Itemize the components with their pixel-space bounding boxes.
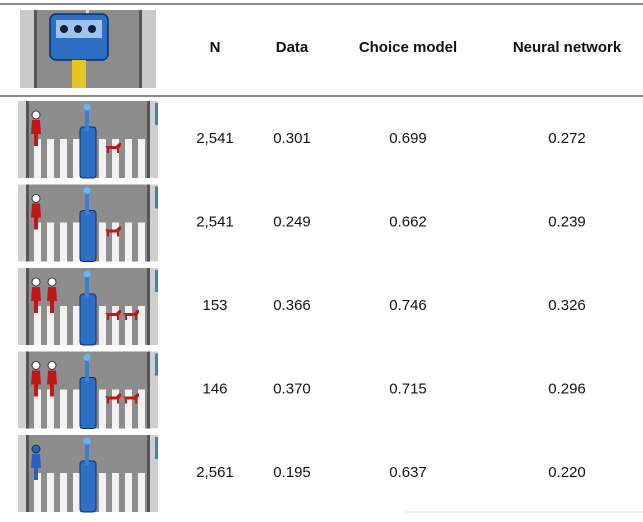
cell: 0.637 (389, 464, 427, 481)
crosswalk-stripe (125, 306, 132, 345)
light-pole (155, 354, 158, 376)
scenario-image (18, 101, 158, 178)
light-pole (155, 437, 158, 459)
crosswalk-stripe (73, 223, 80, 262)
curb (147, 101, 150, 178)
cell: 2,541 (196, 213, 234, 230)
crosswalk-stripe (125, 390, 132, 429)
crosswalk-stripe (99, 223, 106, 262)
cell: 0.746 (389, 297, 427, 314)
scenario-image (18, 435, 158, 512)
head (32, 111, 40, 119)
crosswalk-stripe (138, 390, 145, 429)
car (80, 378, 96, 429)
crosswalk-stripe (60, 223, 67, 262)
crosswalk-stripe (73, 306, 80, 345)
crosswalk-stripe (99, 139, 106, 178)
crosswalk-stripe (99, 390, 106, 429)
column-header: Neural network (513, 39, 622, 56)
car (80, 127, 96, 178)
crosswalk-stripe (99, 306, 106, 345)
cell: 0.272 (548, 130, 586, 147)
light (84, 104, 91, 111)
crosswalk-stripe (125, 223, 132, 262)
cell: 0.301 (273, 130, 311, 147)
cell: 0.220 (548, 464, 586, 481)
crosswalk-stripe (73, 139, 80, 178)
crosswalk-stripe (47, 473, 54, 512)
car (80, 211, 96, 262)
curb (26, 268, 29, 345)
curb (147, 435, 150, 512)
cell: 146 (202, 380, 227, 397)
crosswalk-stripe (138, 223, 145, 262)
head (48, 362, 56, 370)
crosswalk-stripe (125, 139, 132, 178)
cell: 153 (202, 297, 227, 314)
column-header: Choice model (359, 39, 457, 56)
header-image (20, 10, 156, 88)
car (80, 294, 96, 345)
cell: 0.296 (548, 380, 586, 397)
crosswalk-stripe (138, 306, 145, 345)
curb (26, 101, 29, 178)
light (84, 187, 91, 194)
crosswalk-stripe (138, 139, 145, 178)
head (32, 445, 40, 453)
crosswalk-stripe (73, 473, 80, 512)
light-pole (155, 187, 158, 209)
scenario-image (18, 352, 158, 429)
cell: 0.195 (273, 464, 311, 481)
head (48, 278, 56, 286)
crosswalk-stripe (47, 139, 54, 178)
table-figure: N Data Choice model Neural network 2,541 0.30… (0, 0, 643, 517)
cell: 2,561 (196, 464, 234, 481)
car (80, 461, 96, 512)
sidewalk (18, 268, 26, 345)
crosswalk-stripe (60, 306, 67, 345)
cell: 0.715 (389, 380, 427, 397)
light (84, 354, 91, 361)
column-header: N (210, 39, 221, 56)
curb (147, 352, 150, 429)
cell: 0.366 (273, 297, 311, 314)
sidewalk (18, 185, 26, 262)
cell: 0.370 (273, 380, 311, 397)
sidewalk (18, 435, 26, 512)
cell: 0.326 (548, 297, 586, 314)
light (84, 271, 91, 278)
curb (26, 435, 29, 512)
crosswalk-stripe (73, 390, 80, 429)
head (32, 278, 40, 286)
sidewalk (18, 101, 26, 178)
light-pole (155, 103, 158, 125)
head (32, 195, 40, 203)
light-pole (155, 270, 158, 292)
cell: 0.239 (548, 213, 586, 230)
curb (26, 185, 29, 262)
cell: 0.699 (389, 130, 427, 147)
crosswalk-stripe (125, 473, 132, 512)
crosswalk-stripe (60, 390, 67, 429)
curb (26, 352, 29, 429)
scenario-image (18, 185, 158, 262)
crosswalk-stripe (47, 223, 54, 262)
cell: 0.662 (389, 213, 427, 230)
crosswalk-stripe (112, 473, 119, 512)
scenario-image (18, 268, 158, 345)
sidewalk (18, 352, 26, 429)
column-header: Data (276, 39, 309, 56)
crosswalk-stripe (60, 139, 67, 178)
curb (147, 268, 150, 345)
head (32, 362, 40, 370)
crosswalk-stripe (99, 473, 106, 512)
cell: 0.249 (273, 213, 311, 230)
light (84, 438, 91, 445)
cell: 2,541 (196, 130, 234, 147)
crosswalk-stripe (60, 473, 67, 512)
curb (147, 185, 150, 262)
crosswalk-stripe (138, 473, 145, 512)
